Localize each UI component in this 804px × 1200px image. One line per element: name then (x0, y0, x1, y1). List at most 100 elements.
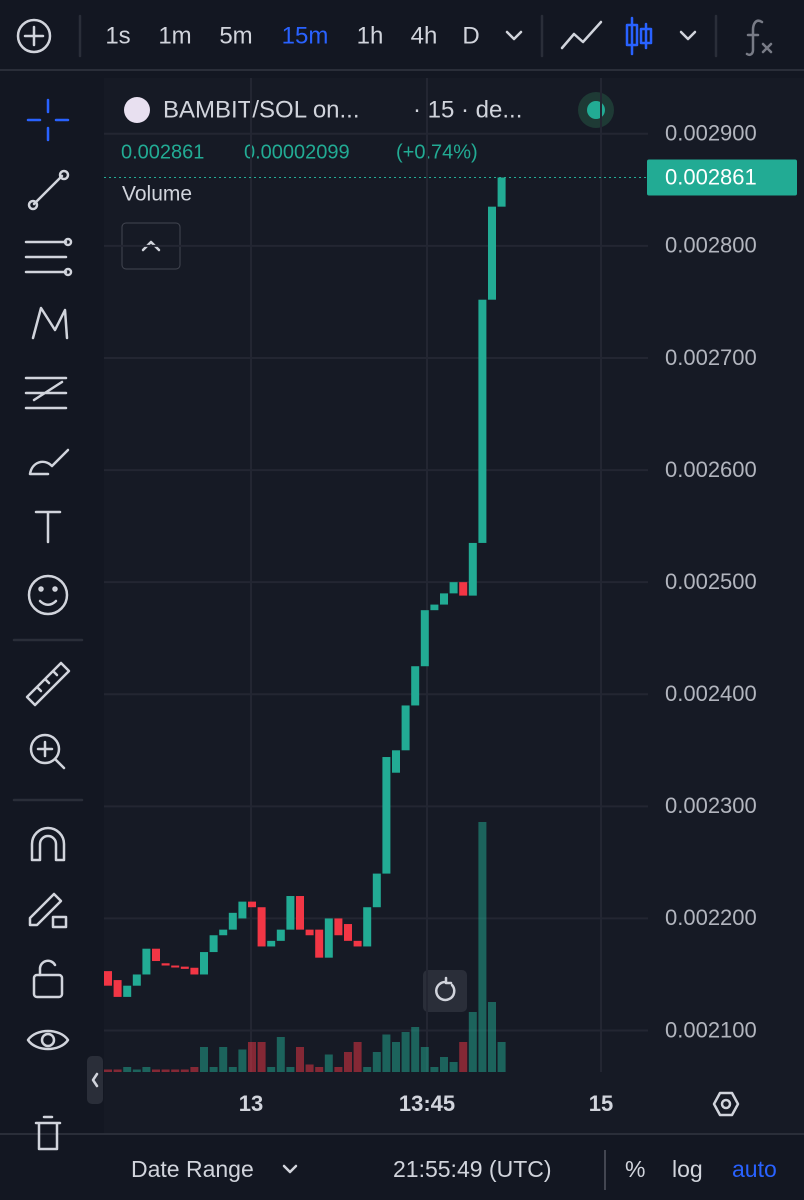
volume-bar (286, 1067, 295, 1072)
volume-bar (440, 1057, 448, 1072)
delete[interactable] (34, 1115, 62, 1151)
volume-bar (344, 1052, 352, 1072)
y-tick-label: 0.002800 (665, 233, 757, 258)
visibility[interactable] (26, 1029, 70, 1051)
clock: 21:55:49 (UTC) (393, 1156, 552, 1182)
candle-body (449, 582, 458, 594)
volume-bar (324, 1054, 333, 1072)
zoom[interactable] (29, 733, 61, 765)
lock-drawings[interactable] (28, 892, 63, 927)
interval-button[interactable]: 1h (357, 22, 384, 49)
candle-body (113, 980, 122, 997)
candle-body (142, 948, 151, 975)
volume-bar (382, 1034, 391, 1072)
candle-body (161, 963, 170, 966)
crosshair[interactable] (26, 98, 70, 142)
emoji-tool[interactable] (27, 574, 69, 616)
x-tick-label: 15 (589, 1091, 613, 1116)
candle-body (104, 971, 112, 986)
settings[interactable] (712, 1091, 740, 1117)
reset-button[interactable] (423, 970, 467, 1012)
candle-body (267, 940, 276, 947)
volume-bar (132, 1069, 141, 1072)
interval-button[interactable]: 4h (411, 22, 438, 49)
candle-body (468, 542, 477, 596)
y-tick-label: 0.002500 (665, 569, 757, 594)
volume-bar (171, 1069, 180, 1072)
interval-button[interactable]: 15m (282, 22, 329, 49)
add-button[interactable] (16, 18, 52, 54)
volume-bar (449, 1062, 458, 1072)
y-tick-label: 0.002700 (665, 345, 757, 370)
candle-body (286, 896, 295, 930)
trend-line[interactable] (32, 174, 64, 206)
volume-bar (238, 1049, 247, 1072)
volume-bar (430, 1067, 439, 1072)
volume-bar (190, 1067, 199, 1072)
interval-button[interactable]: 1m (158, 22, 191, 49)
forecast-tool[interactable] (24, 376, 68, 410)
candle-body (276, 929, 285, 941)
y-tick-label: 0.002100 (665, 1017, 757, 1042)
last-price-tag (647, 159, 797, 196)
volume-bar (123, 1067, 132, 1072)
candle-body (478, 299, 487, 543)
collapse-tab[interactable] (87, 1056, 103, 1104)
interval-menu[interactable] (505, 30, 523, 41)
candle-body (459, 582, 468, 596)
volume-bar (372, 1052, 381, 1072)
log-toggle[interactable]: log (672, 1156, 703, 1182)
volume-bar (478, 822, 487, 1072)
candle-body (209, 935, 218, 953)
fib-tool[interactable] (24, 240, 68, 274)
unlock[interactable] (32, 973, 64, 999)
candle-body (305, 929, 314, 936)
interval: · 15 · de... (413, 96, 522, 123)
magnet[interactable] (30, 826, 66, 862)
status-dot (587, 101, 605, 119)
candle-body (171, 965, 180, 968)
text-tool[interactable] (34, 510, 62, 544)
y-tick-label: 0.002300 (665, 793, 757, 818)
ruler[interactable] (25, 661, 71, 707)
y-tick-label: 0.002200 (665, 905, 757, 930)
pattern-tool[interactable] (31, 306, 69, 340)
interval-button[interactable]: 1s (105, 22, 130, 49)
x-tick-label: 13:45 (399, 1091, 455, 1116)
volume-bar (142, 1067, 151, 1072)
volume-bar (219, 1047, 228, 1072)
candle-body (315, 929, 324, 958)
candle-body (440, 593, 448, 605)
volume-bar (353, 1042, 362, 1072)
candle-body (219, 929, 228, 936)
candle-body (420, 610, 429, 667)
volume-bar (200, 1047, 208, 1072)
volume-bar (276, 1037, 285, 1072)
caret-up (141, 240, 161, 252)
candle-body (497, 177, 506, 207)
candle-body (372, 873, 381, 908)
volume-bar (305, 1064, 314, 1072)
change: 0.00002099 (244, 141, 350, 163)
candle-body (132, 974, 141, 986)
volume-bar (161, 1069, 170, 1072)
interval-button[interactable]: D (462, 22, 479, 49)
candle-body (353, 940, 362, 947)
chart-type-menu[interactable] (679, 30, 697, 41)
interval-button[interactable]: 5m (219, 22, 252, 49)
auto-toggle[interactable]: auto (732, 1156, 777, 1182)
volume-bar (113, 1069, 122, 1072)
candle-body (257, 907, 266, 947)
candle-body (180, 966, 189, 969)
brush-tool[interactable] (28, 448, 70, 476)
candle-body (488, 206, 496, 300)
candle-body (344, 924, 352, 941)
line-type[interactable] (560, 20, 603, 50)
volume-bar (296, 1047, 304, 1072)
indicators[interactable] (745, 19, 773, 57)
last-price-label: 0.002861 (665, 164, 757, 189)
date-range[interactable]: Date Range (131, 1156, 254, 1182)
percent-toggle[interactable]: % (625, 1156, 645, 1182)
symbol: BAMBIT/SOL on... (163, 96, 360, 123)
